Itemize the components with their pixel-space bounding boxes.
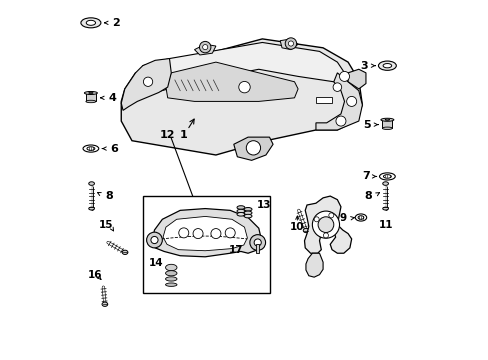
Circle shape (288, 41, 293, 46)
Text: 11: 11 (378, 220, 392, 230)
Ellipse shape (382, 64, 391, 68)
Ellipse shape (88, 182, 94, 185)
Text: 8: 8 (105, 191, 113, 201)
Circle shape (346, 96, 356, 107)
Circle shape (199, 41, 210, 53)
Polygon shape (347, 69, 365, 89)
Ellipse shape (382, 207, 387, 210)
Text: 17: 17 (229, 246, 244, 255)
Ellipse shape (244, 207, 251, 211)
Ellipse shape (88, 93, 93, 94)
Text: 9: 9 (339, 213, 346, 223)
Text: 14: 14 (148, 258, 163, 268)
Circle shape (193, 229, 203, 239)
Ellipse shape (84, 91, 97, 94)
Bar (315, 97, 331, 103)
Ellipse shape (165, 271, 177, 276)
Bar (382, 120, 391, 128)
Circle shape (249, 235, 265, 250)
Polygon shape (315, 73, 362, 130)
Polygon shape (151, 208, 261, 257)
Circle shape (210, 229, 221, 239)
Ellipse shape (165, 264, 177, 271)
Polygon shape (121, 59, 171, 111)
Ellipse shape (303, 228, 308, 233)
Text: 12: 12 (159, 130, 174, 140)
Circle shape (254, 239, 261, 246)
Text: 4: 4 (108, 93, 117, 103)
Bar (142, 196, 269, 293)
Polygon shape (280, 39, 298, 50)
Text: 7: 7 (361, 171, 369, 181)
Text: 1: 1 (180, 130, 187, 140)
Circle shape (179, 228, 188, 238)
Ellipse shape (237, 212, 244, 216)
Circle shape (332, 83, 341, 91)
Circle shape (323, 233, 328, 238)
Circle shape (225, 228, 235, 238)
Ellipse shape (165, 283, 177, 287)
Ellipse shape (102, 302, 107, 306)
Polygon shape (139, 42, 344, 93)
Text: 3: 3 (359, 61, 367, 71)
Ellipse shape (378, 61, 395, 70)
Circle shape (328, 213, 333, 218)
Circle shape (313, 217, 319, 222)
Polygon shape (165, 62, 298, 102)
Circle shape (335, 116, 345, 126)
Circle shape (151, 237, 158, 244)
Ellipse shape (382, 182, 387, 185)
Circle shape (146, 232, 162, 248)
Text: 15: 15 (99, 220, 113, 230)
Polygon shape (194, 44, 216, 55)
Ellipse shape (165, 277, 177, 281)
Polygon shape (305, 253, 323, 277)
Circle shape (317, 217, 333, 233)
Text: 6: 6 (110, 144, 118, 154)
Circle shape (312, 211, 339, 238)
Ellipse shape (385, 119, 389, 120)
Bar (256, 244, 259, 253)
Ellipse shape (86, 100, 96, 103)
Polygon shape (304, 196, 351, 253)
Text: 5: 5 (362, 120, 370, 130)
Ellipse shape (382, 127, 391, 130)
Ellipse shape (380, 118, 393, 121)
Ellipse shape (86, 20, 95, 25)
Circle shape (246, 141, 260, 155)
Text: 2: 2 (112, 18, 120, 28)
Circle shape (143, 77, 152, 86)
Polygon shape (233, 137, 272, 160)
Circle shape (339, 71, 349, 81)
Ellipse shape (81, 18, 101, 28)
Text: 16: 16 (88, 270, 102, 280)
Circle shape (202, 45, 207, 50)
Ellipse shape (237, 209, 244, 213)
Ellipse shape (237, 206, 244, 209)
Ellipse shape (244, 214, 251, 218)
Ellipse shape (244, 211, 251, 215)
Text: 13: 13 (257, 200, 271, 210)
Ellipse shape (88, 207, 94, 210)
Circle shape (285, 38, 296, 49)
Circle shape (238, 81, 250, 93)
Bar (86, 93, 96, 102)
Ellipse shape (122, 250, 128, 255)
Polygon shape (163, 216, 247, 251)
Text: 8: 8 (364, 191, 372, 201)
Text: 10: 10 (289, 222, 304, 232)
Polygon shape (121, 39, 362, 155)
